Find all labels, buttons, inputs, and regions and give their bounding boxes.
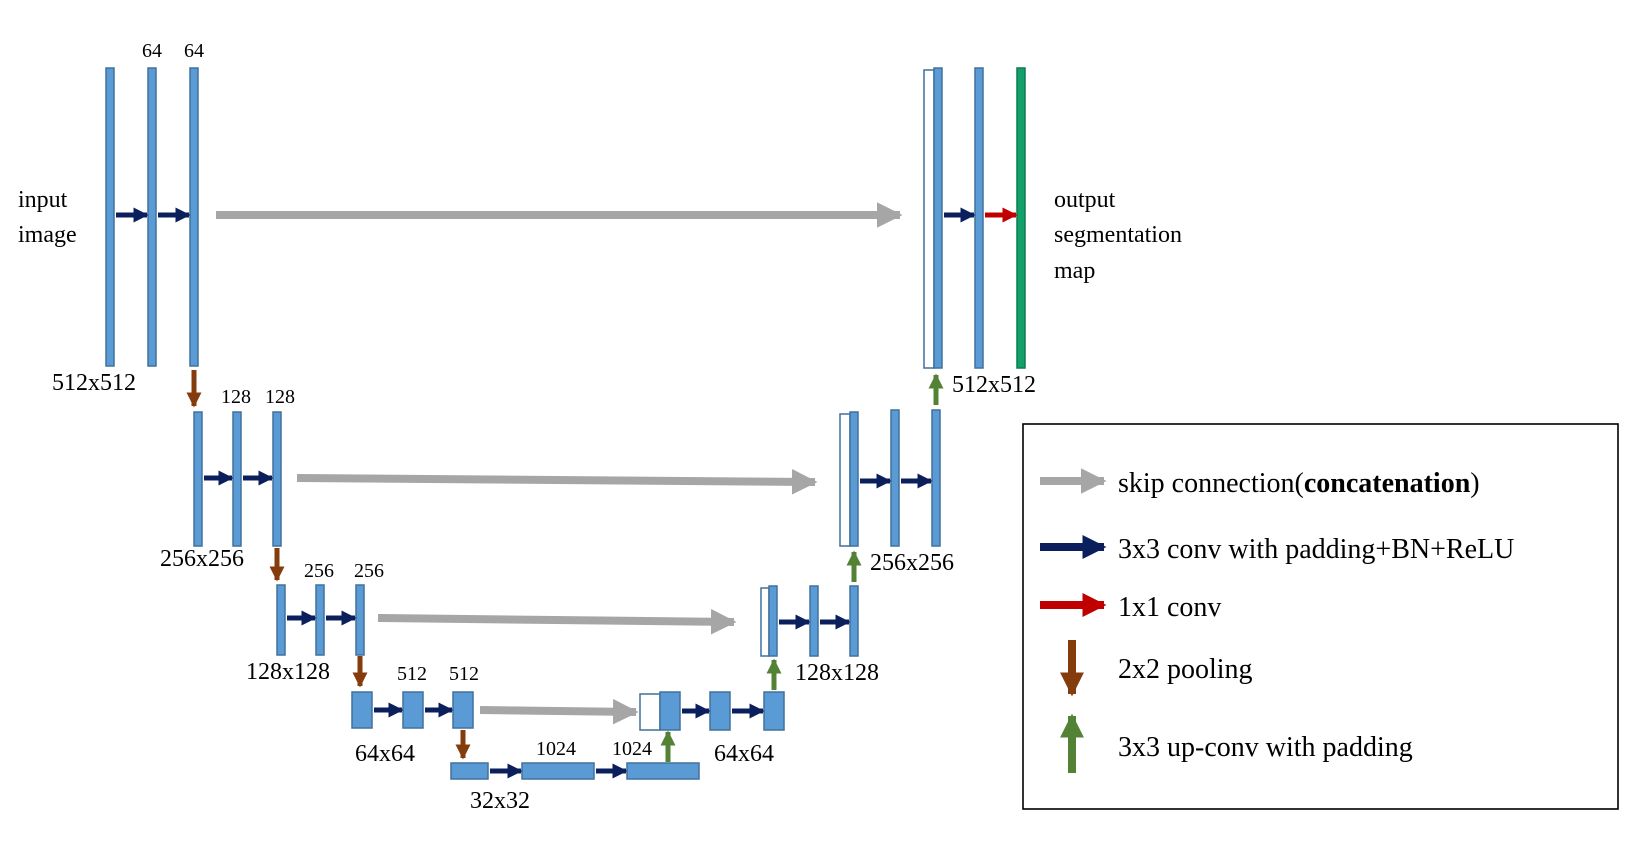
enc3-map-b <box>315 584 325 656</box>
output-label-line3: map <box>1054 258 1095 284</box>
enc3-map-c <box>355 584 365 656</box>
skip-connection-arrow <box>296 469 818 495</box>
bottleneck-map-b <box>521 762 595 780</box>
dec1-map-b <box>974 67 984 369</box>
enc1-map-b <box>189 67 199 367</box>
dec3-map-c <box>849 585 859 657</box>
dec2-map-c <box>931 409 941 547</box>
channel-label: 512 <box>397 663 427 685</box>
size-label: 256x256 <box>160 546 244 572</box>
channel-label: 64 <box>142 40 162 62</box>
dec4-map-c <box>763 691 785 731</box>
enc3-map-a <box>276 584 286 656</box>
output-label-line1: output <box>1054 187 1116 213</box>
legend-upconv-label: 3x3 up-conv with padding <box>1118 732 1413 763</box>
dec3-map-a <box>768 585 778 657</box>
size-label: 32x32 <box>470 788 530 814</box>
channel-label: 1024 <box>612 738 652 760</box>
channel-label: 512 <box>449 663 479 685</box>
enc2-map-b <box>232 411 242 547</box>
dec2-map-b <box>890 409 900 547</box>
size-label: 128x128 <box>246 659 330 685</box>
dec4-concat-map <box>639 693 661 731</box>
channel-label: 64 <box>184 40 204 62</box>
enc4-map-b <box>402 691 424 729</box>
size-label: 256x256 <box>870 550 954 576</box>
enc1-map-input <box>105 67 115 367</box>
output-label-line2: segmentation <box>1054 222 1182 248</box>
legend-skip-label: skip connection(concatenation) <box>1118 468 1480 499</box>
channel-label: 256 <box>354 560 384 582</box>
input-label-line2: image <box>18 222 77 248</box>
legend-conv3-label: 3x3 conv with padding+BN+ReLU <box>1118 534 1514 565</box>
skip-connection-arrow <box>479 698 639 725</box>
skip-connection-arrow <box>377 608 737 635</box>
dec4-map-b <box>709 691 731 731</box>
enc4-map-a <box>351 691 373 729</box>
size-label: 128x128 <box>795 660 879 686</box>
dec4-map-a <box>659 691 681 731</box>
channel-label: 128 <box>265 386 295 408</box>
size-label: 64x64 <box>355 741 415 767</box>
input-label-line1: input <box>18 187 68 213</box>
dec2-map-a <box>849 411 859 547</box>
dec2-concat-map <box>839 413 851 547</box>
bottleneck-map-c <box>626 762 700 780</box>
enc2-map-c <box>272 411 282 547</box>
enc2-map-a <box>193 411 203 547</box>
dec3-map-b <box>809 585 819 657</box>
output-segmentation-map <box>1016 67 1026 369</box>
enc4-map-c <box>452 691 474 729</box>
legend: skip connection(concatenation) 3x3 conv … <box>1022 423 1619 810</box>
dec1-concat-map <box>923 69 935 369</box>
channel-label: 128 <box>221 386 251 408</box>
legend-frame <box>1022 423 1619 810</box>
size-label: 64x64 <box>714 741 774 767</box>
legend-pool-label: 2x2 pooling <box>1118 654 1253 685</box>
channel-label: 1024 <box>536 738 576 760</box>
channel-label: 256 <box>304 560 334 582</box>
size-label: 512x512 <box>952 372 1036 398</box>
dec1-map-a <box>933 67 943 369</box>
bottleneck-map-a <box>450 762 489 780</box>
size-label: 512x512 <box>52 370 136 396</box>
dec3-concat-map <box>760 587 770 657</box>
legend-conv1-label: 1x1 conv <box>1118 592 1221 623</box>
enc1-map-a <box>147 67 157 367</box>
